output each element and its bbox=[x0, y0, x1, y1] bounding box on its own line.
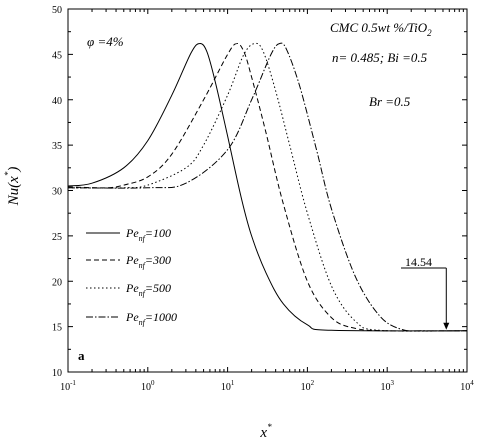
axis-ticks bbox=[67, 8, 468, 373]
y-tick-label: 25 bbox=[52, 232, 62, 243]
annotation-params: n= 0.485; Bi =0.5 bbox=[332, 50, 428, 65]
x-tick-label: 102 bbox=[301, 379, 315, 393]
x-axis-label: x* bbox=[259, 422, 272, 441]
series-line-2 bbox=[67, 42, 468, 332]
legend-label-3: Penf=1000 bbox=[125, 310, 177, 327]
y-tick-label: 20 bbox=[52, 277, 62, 288]
annotation-material: CMC 0.5wt %/TiO2 bbox=[330, 20, 432, 38]
series-lines bbox=[67, 42, 468, 332]
series-line-1 bbox=[67, 42, 468, 332]
legend-label-2: Penf=500 bbox=[125, 281, 171, 298]
asymptote-value-label: 14.54 bbox=[405, 255, 432, 269]
asymptote-marker bbox=[401, 267, 450, 330]
x-tick-label: 103 bbox=[380, 379, 394, 393]
y-tick-label: 50 bbox=[52, 5, 62, 16]
annotation-br: Br =0.5 bbox=[369, 94, 411, 109]
y-axis-label: Nu(x*) bbox=[3, 167, 22, 207]
x-tick-label: 104 bbox=[460, 379, 474, 393]
y-tick-label: 15 bbox=[52, 323, 62, 334]
y-tick-label: 45 bbox=[52, 50, 62, 61]
legend-label-1: Penf=300 bbox=[125, 253, 171, 270]
y-tick-label: 40 bbox=[52, 96, 62, 107]
tick-labels: 10-1 100 101 102 103 104 10 15 20 25 30 35 40 45 50 bbox=[52, 5, 474, 393]
annotation-phi: φ =4% bbox=[87, 34, 124, 49]
y-tick-label: 35 bbox=[52, 141, 62, 152]
y-tick-label: 30 bbox=[52, 187, 62, 198]
legend: Penf=100 Penf=300 Penf=500 Penf=1000 bbox=[86, 226, 177, 327]
asymptote-arrow-head bbox=[443, 322, 450, 330]
x-tick-label: 101 bbox=[221, 379, 235, 393]
x-tick-label: 100 bbox=[141, 379, 155, 393]
y-tick-label: 10 bbox=[52, 368, 62, 379]
annotation-panel: a bbox=[78, 348, 85, 363]
series-line-0 bbox=[67, 42, 468, 332]
legend-label-0: Penf=100 bbox=[125, 226, 171, 243]
x-tick-label: 10-1 bbox=[60, 379, 76, 393]
series-line-3 bbox=[67, 42, 468, 332]
